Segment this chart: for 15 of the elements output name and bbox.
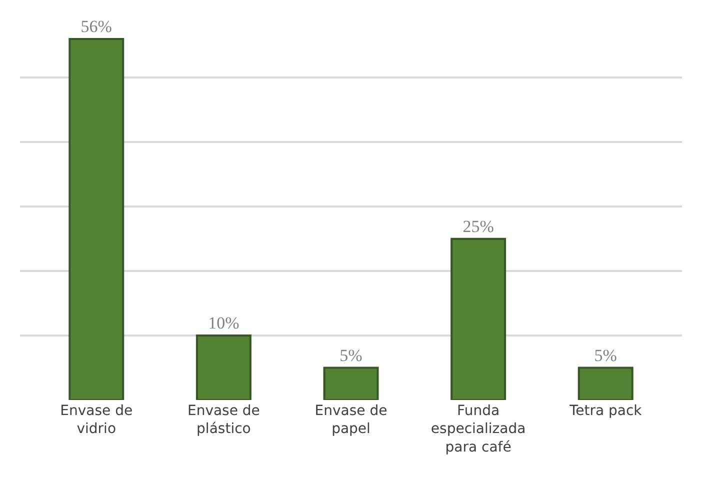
x-tick-label: Funda especializada para café xyxy=(430,403,526,456)
data-label: 56% xyxy=(80,17,112,36)
x-tick-label: Tetra pack xyxy=(568,403,643,419)
bar xyxy=(578,366,634,400)
data-label: 5% xyxy=(340,346,362,365)
data-label: 5% xyxy=(594,346,617,365)
data-label: 10% xyxy=(208,314,240,333)
x-tick-label: Envase de plástico xyxy=(187,403,260,438)
bar xyxy=(450,238,506,400)
bar xyxy=(323,366,379,400)
x-tick-label: Envase de vidrio xyxy=(60,403,133,438)
bar xyxy=(68,38,124,400)
data-label: 25% xyxy=(462,216,494,236)
x-tick-label: Envase de papel xyxy=(314,403,388,438)
bar xyxy=(196,334,252,400)
